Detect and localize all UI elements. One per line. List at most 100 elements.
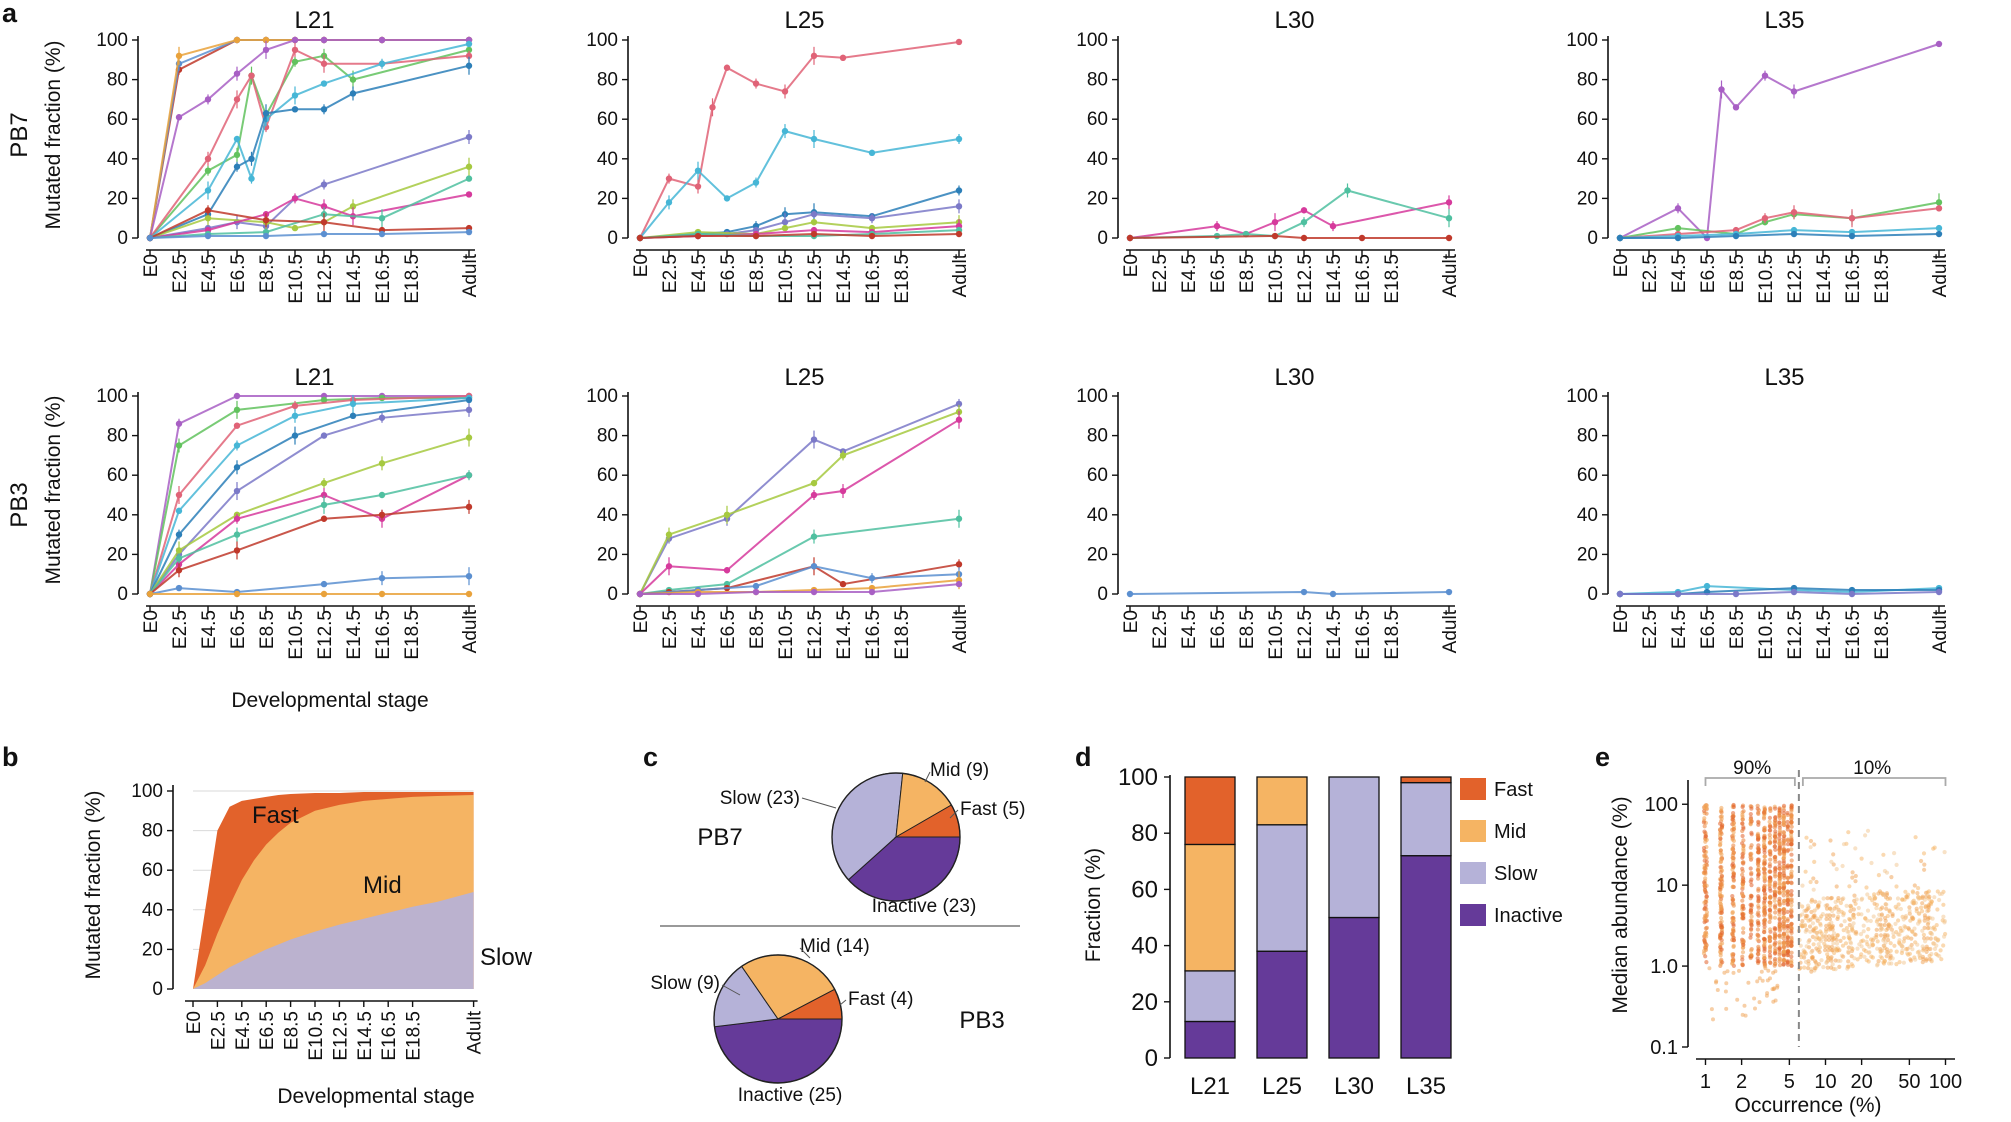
x-tick-label: E8.5 bbox=[1237, 254, 1258, 293]
scatter-point bbox=[1771, 999, 1776, 1004]
scatter-point bbox=[1704, 906, 1709, 912]
scatter-point bbox=[1851, 921, 1856, 926]
scatter-point bbox=[1756, 862, 1761, 868]
x-tick-label: E4.5 bbox=[689, 254, 710, 293]
scatter-point bbox=[1922, 913, 1927, 918]
data-point bbox=[204, 207, 212, 214]
x-tick-label: E0 bbox=[631, 610, 652, 633]
scatter-point bbox=[1879, 912, 1884, 917]
scatter-point bbox=[1773, 818, 1778, 823]
scatter-point bbox=[1767, 836, 1773, 841]
x-tick-label: E0 bbox=[141, 254, 162, 277]
pie-label: Inactive (23) bbox=[872, 896, 977, 917]
scatter-point bbox=[1762, 861, 1767, 866]
data-point bbox=[320, 501, 328, 509]
data-point bbox=[723, 567, 731, 574]
scatter-point bbox=[1884, 891, 1889, 896]
scatter-point bbox=[1773, 969, 1778, 974]
bar-category-label: L25 bbox=[1262, 1073, 1302, 1100]
x-tick-label: Adult bbox=[1440, 609, 1461, 653]
scatter-point bbox=[1906, 926, 1911, 931]
x-tick-label: E14.5 bbox=[834, 254, 855, 304]
scatter-point bbox=[1730, 910, 1735, 915]
ylabel-d: Fraction (%) bbox=[1082, 848, 1105, 962]
data-point bbox=[465, 228, 473, 236]
y-tick-label: 100 bbox=[586, 386, 618, 407]
x-tick-label: 10 bbox=[1814, 1071, 1836, 1093]
scatter-point bbox=[1825, 952, 1830, 957]
scatter-point bbox=[1762, 913, 1767, 918]
scatter-point bbox=[1731, 871, 1736, 876]
scatter-point bbox=[1762, 888, 1767, 893]
scatter-point bbox=[1703, 903, 1708, 908]
y-tick-label: 80 bbox=[597, 70, 618, 91]
xlabel-b: Developmental stage bbox=[277, 1085, 474, 1108]
scatter-point bbox=[1777, 885, 1782, 890]
scatter-point bbox=[1865, 934, 1870, 939]
y-tick-label: 20 bbox=[1577, 544, 1598, 565]
panel-e: 90% 10% 0.1 1.0 10 100 1 2 5 10 20 50 100 bbox=[1645, 758, 1963, 1093]
scatter-point bbox=[1811, 876, 1816, 881]
bracket-label-left: 90% bbox=[1733, 758, 1771, 779]
data-point bbox=[839, 580, 847, 588]
scatter-point bbox=[1840, 943, 1846, 948]
scatter-point bbox=[1789, 858, 1794, 863]
data-point bbox=[723, 195, 731, 202]
data-point bbox=[291, 412, 299, 419]
y-tick-label: 0 bbox=[607, 228, 618, 249]
scatter-point bbox=[1785, 810, 1790, 816]
scatter-point bbox=[1782, 907, 1787, 912]
y-tick-label: 0.1 bbox=[1650, 1037, 1678, 1059]
scatter-point bbox=[1777, 806, 1782, 811]
scatter-point bbox=[1785, 940, 1790, 945]
scatter-point bbox=[1741, 843, 1746, 848]
scatter-point bbox=[1725, 969, 1730, 974]
scatter-point bbox=[1755, 803, 1760, 808]
bar-l35-inactive bbox=[1400, 855, 1452, 1059]
scatter-point bbox=[1830, 923, 1835, 929]
data-point bbox=[320, 491, 328, 499]
scatter-point bbox=[1782, 898, 1787, 903]
x-tick-label: E14.5 bbox=[1324, 610, 1345, 660]
scatter-point bbox=[1741, 926, 1746, 931]
scatter-point bbox=[1926, 903, 1931, 908]
scatter-point bbox=[1749, 877, 1754, 882]
scatter-point bbox=[1804, 835, 1809, 840]
data-point bbox=[1935, 588, 1943, 596]
scatter-point bbox=[1879, 955, 1884, 961]
y-tick-label: 0 bbox=[117, 584, 128, 605]
data-point bbox=[1848, 590, 1856, 598]
scatter-point bbox=[1718, 870, 1723, 875]
x-tick-label: E2.5 bbox=[660, 254, 681, 293]
y-tick-label: 20 bbox=[142, 939, 163, 960]
scatter-point bbox=[1841, 928, 1846, 933]
data-point bbox=[810, 479, 818, 487]
scatter-point bbox=[1789, 803, 1794, 808]
data-point bbox=[175, 420, 183, 427]
scatter-point bbox=[1781, 893, 1786, 898]
scatter-point bbox=[1921, 932, 1926, 937]
data-point bbox=[349, 76, 357, 83]
data-point bbox=[291, 58, 299, 65]
scatter-point bbox=[1756, 837, 1761, 842]
x-tick-label: E18.5 bbox=[1872, 610, 1893, 660]
data-point bbox=[291, 402, 299, 410]
scatter-point bbox=[1789, 852, 1794, 857]
scatter-point bbox=[1740, 898, 1745, 903]
legend-swatch-mid bbox=[1460, 820, 1486, 842]
scatter-point bbox=[1755, 912, 1760, 917]
data-point bbox=[349, 400, 357, 408]
data-point bbox=[465, 175, 473, 182]
scatter-point bbox=[1934, 951, 1939, 957]
scatter-point bbox=[1749, 851, 1754, 857]
scatter-point bbox=[1800, 912, 1805, 917]
scatter-point bbox=[1724, 981, 1729, 986]
row-label-pb7: PB7 bbox=[6, 112, 33, 157]
scatter-point bbox=[1853, 873, 1858, 879]
scatter-point bbox=[1870, 955, 1875, 960]
scatter-point bbox=[1777, 860, 1782, 865]
scatter-point bbox=[1777, 902, 1782, 908]
y-tick-label: 100 bbox=[96, 386, 128, 407]
scatter-point bbox=[1767, 907, 1773, 913]
scatter-point bbox=[1749, 914, 1754, 919]
